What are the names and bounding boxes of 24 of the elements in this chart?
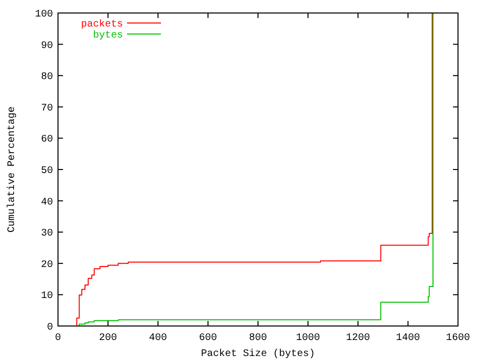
x-axis-title: Packet Size (bytes): [200, 348, 316, 360]
y-tick-label: 100: [34, 10, 53, 20]
x-tick-label: 1200: [346, 333, 370, 344]
y-tick-label: 40: [40, 197, 53, 208]
x-tick-label: 200: [98, 333, 118, 344]
y-axis-title: Cumulative Percentage: [6, 106, 18, 233]
y-tick-label: 50: [40, 166, 53, 177]
y-tick-label: 70: [40, 103, 53, 114]
x-tick-label: 800: [248, 333, 268, 344]
x-tick-label: 0: [54, 333, 62, 344]
y-tick-label: 20: [40, 260, 53, 271]
x-tick-label: 1600: [446, 333, 470, 344]
x-tick-label: 400: [148, 333, 168, 344]
x-tick-label: 1000: [296, 333, 320, 344]
y-tick-label: 10: [40, 291, 53, 302]
y-tick-label: 90: [40, 40, 53, 52]
legend-label: bytes: [92, 30, 123, 42]
x-tick-label: 600: [198, 333, 218, 344]
x-tick-label: 1400: [396, 333, 420, 344]
y-tick-label: 80: [40, 72, 53, 84]
y-tick-label: 30: [40, 228, 53, 240]
y-tick-label: 0: [46, 322, 53, 334]
legend-label: packets: [80, 18, 123, 30]
y-tick-label: 60: [40, 134, 53, 146]
